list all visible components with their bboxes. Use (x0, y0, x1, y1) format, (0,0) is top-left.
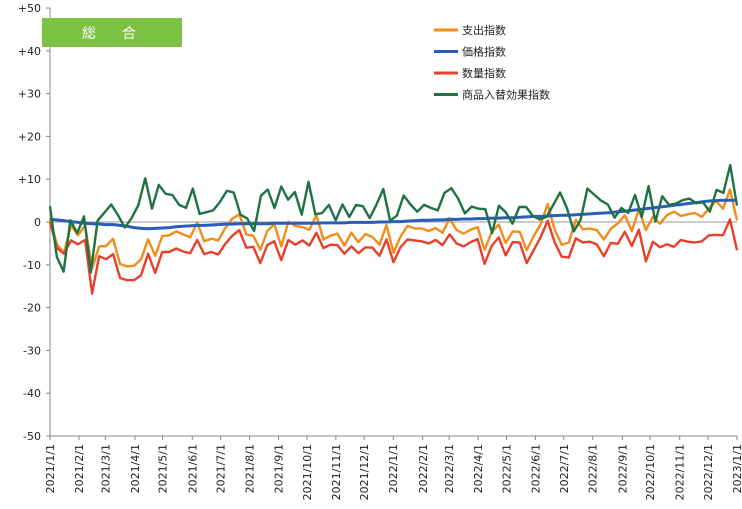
series-line-0 (48, 188, 739, 270)
x-tick-label: 2021/10/1 (301, 444, 314, 500)
x-tick-label: 2021/5/1 (157, 444, 170, 493)
y-tick-label: -30 (23, 344, 41, 357)
legend-label-1: 価格指数 (462, 45, 506, 59)
x-tick-label: 2022/1/1 (387, 444, 400, 493)
x-tick-label: 2021/11/1 (330, 444, 343, 500)
chart-title-box: 総 合 (42, 18, 182, 47)
x-tick-label: 2021/4/1 (129, 444, 142, 493)
series-line-3 (48, 163, 739, 274)
y-tick-label: +20 (18, 130, 41, 143)
x-tick-label: 2021/8/1 (244, 444, 257, 493)
legend-label-0: 支出指数 (462, 23, 506, 37)
x-tick-label: 2021/6/1 (186, 444, 199, 493)
series-line-1 (49, 198, 737, 231)
y-tick-label: -50 (23, 430, 41, 443)
chart-title: 総 合 (82, 26, 142, 42)
legend-label-2: 数量指数 (462, 66, 506, 80)
series-line-2 (48, 218, 739, 295)
x-tick-label: 2022/2/1 (417, 444, 430, 493)
x-tick-label: 2022/3/1 (443, 444, 456, 493)
legend-label-3: 商品入替効果指数 (462, 88, 550, 102)
y-tick-label: -10 (23, 259, 41, 272)
x-tick-label: 2022/9/1 (616, 444, 629, 493)
x-tick-label: 2022/6/1 (529, 444, 542, 493)
y-tick-label: +10 (18, 173, 41, 186)
x-tick-label: 2021/3/1 (99, 444, 112, 493)
y-tick-label: +40 (18, 45, 41, 58)
y-tick-label: 0 (34, 216, 41, 229)
y-tick-label: +50 (18, 2, 41, 15)
y-tick-label: -20 (23, 302, 41, 315)
x-tick-label: 2022/11/1 (674, 444, 687, 500)
x-tick-label: 2021/9/1 (273, 444, 286, 493)
x-tick-label: 2022/7/1 (558, 444, 571, 493)
x-tick-label: 2023/1/1 (731, 444, 742, 493)
x-tick-label: 2021/7/1 (215, 444, 228, 493)
title-box (42, 18, 182, 47)
x-tick-label: 2022/12/1 (702, 444, 715, 500)
y-tick-label: -40 (23, 387, 41, 400)
series-lines (48, 163, 739, 295)
y-tick-label: +30 (18, 88, 41, 101)
x-tick-label: 2022/8/1 (587, 444, 600, 493)
x-tick-label: 2022/4/1 (472, 444, 485, 493)
x-tick-label: 2021/2/1 (73, 444, 86, 493)
x-tick-label: 2022/10/1 (644, 444, 657, 500)
x-tick-label: 2021/1/1 (44, 444, 57, 493)
x-tick-label: 2021/12/1 (358, 444, 371, 500)
x-tick-label: 2022/5/1 (500, 444, 513, 493)
